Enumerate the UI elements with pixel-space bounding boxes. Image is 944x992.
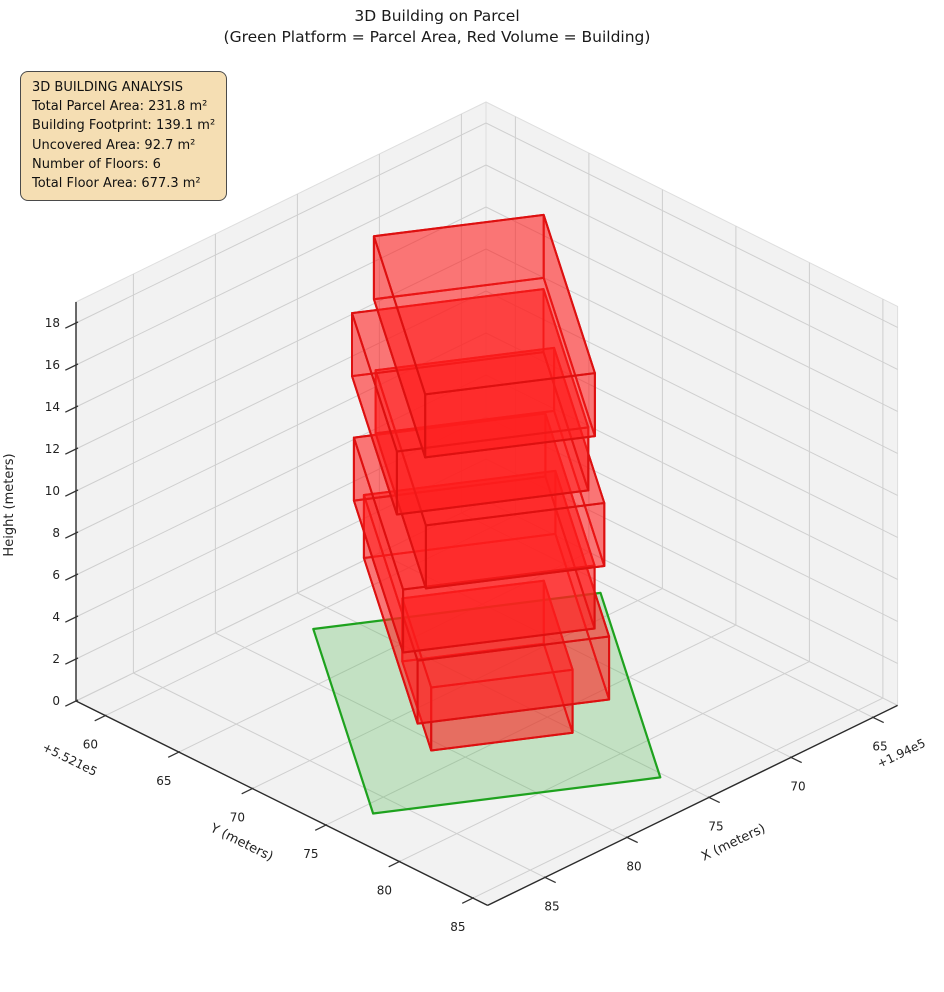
- y-tick-label: 85: [450, 920, 465, 934]
- chart-subtitle: (Green Platform = Parcel Area, Red Volum…: [223, 28, 651, 47]
- z-tick-label: 16: [45, 358, 60, 372]
- x-tick-label: 65: [872, 739, 887, 753]
- y-tick-label: 60: [83, 738, 98, 752]
- info-box-line: Uncovered Area: 92.7 m²: [32, 137, 196, 153]
- z-tick-label: 4: [52, 610, 60, 624]
- y-axis-title: Y (meters): [207, 821, 276, 865]
- floor-box-1: [401, 579, 574, 752]
- z-tick-label: 2: [52, 652, 60, 666]
- info-box-line: Total Parcel Area: 231.8 m²: [32, 99, 208, 115]
- z-tick-label: 8: [52, 526, 60, 540]
- z-tick-label: 18: [45, 316, 60, 330]
- chart-title-block: 3D Building on Parcel (Green Platform = …: [0, 5, 874, 49]
- x-tick-label: 80: [626, 859, 641, 873]
- info-box-line: Number of Floors: 6: [32, 156, 161, 172]
- z-axis-title: Height (meters): [2, 453, 17, 556]
- info-box-line: Building Footprint: 139.1 m²: [32, 118, 216, 134]
- z-tick-label: 12: [45, 442, 60, 456]
- x-tick-label: 75: [708, 819, 723, 833]
- y-tick-label: 75: [303, 847, 318, 861]
- building-face: [401, 579, 574, 689]
- z-axis: 0 2 4 6 8 10 12 14 16 18 Height (meters): [2, 316, 79, 708]
- z-tick-label: 6: [52, 568, 60, 582]
- analysis-info-box: 3D BUILDING ANALYSIS Total Parcel Area: …: [20, 71, 228, 202]
- axis-lines: [75, 302, 898, 907]
- floor-box-6: [372, 213, 596, 459]
- x-tick-label: 85: [544, 899, 559, 913]
- z-tick-label: 14: [45, 400, 60, 414]
- y-tick-label: 65: [156, 774, 171, 788]
- grid-lines: [75, 114, 898, 899]
- floor-box-3: [352, 412, 596, 654]
- parcel-polygon: [312, 591, 662, 815]
- parcel-platform: [312, 591, 662, 815]
- y-tick-label: 80: [377, 884, 392, 898]
- x-tick-label: 70: [790, 779, 805, 793]
- info-box-line: Total Floor Area: 677.3 m²: [32, 176, 201, 192]
- building-face: [362, 469, 611, 662]
- building: [351, 213, 611, 752]
- building-face: [372, 213, 596, 396]
- z-tick-label: 10: [45, 484, 60, 498]
- building-face: [352, 412, 596, 591]
- z-tick-label: 0: [52, 694, 60, 708]
- y-tick-label: 70: [230, 811, 245, 825]
- info-box-title: 3D BUILDING ANALYSIS: [32, 80, 184, 95]
- floor-box-5: [351, 288, 590, 516]
- building-face: [374, 346, 606, 527]
- chart-title: 3D Building on Parcel: [354, 7, 520, 25]
